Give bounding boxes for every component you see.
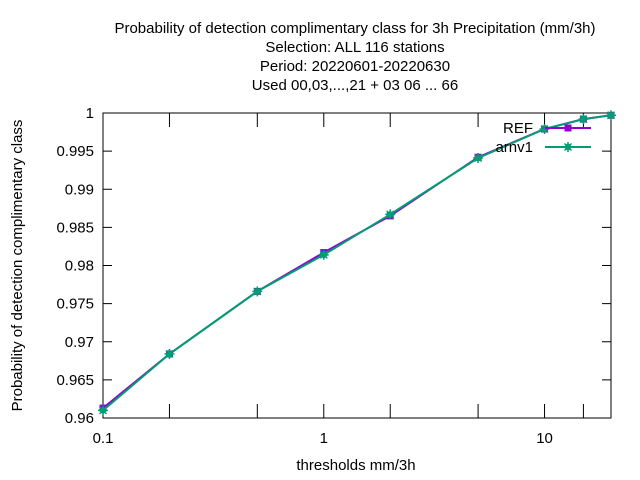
data-point — [164, 348, 175, 359]
y-axis-label: Probability of detection complimentary c… — [9, 120, 26, 412]
legend-marker — [564, 124, 572, 132]
y-tick-label: 0.975 — [56, 296, 94, 313]
data-point — [318, 249, 329, 260]
x-axis: 0.1 1 10 — [93, 113, 612, 447]
title-line-4: Used 00,03,...,21 + 03 06 ... 66 — [252, 77, 458, 94]
x-tick-label: 0.1 — [93, 430, 114, 447]
series-line — [102, 114, 612, 409]
legend: REF arnv1 — [495, 120, 591, 156]
y-tick-label: 1 — [86, 105, 94, 122]
series-line — [102, 114, 612, 412]
legend-label: arnv1 — [495, 139, 533, 156]
data-point — [473, 152, 484, 163]
data-point — [539, 124, 550, 135]
title-line-3: Period: 20220601-20220630 — [260, 58, 450, 75]
title-line-1: Probability of detection complimentary c… — [114, 20, 595, 37]
y-tick-label: 0.985 — [56, 219, 94, 236]
data-point — [606, 110, 616, 121]
y-tick-label: 0.98 — [65, 258, 94, 275]
title-line-2: Selection: ALL 116 stations — [265, 39, 444, 56]
data-point — [578, 114, 589, 125]
x-axis-label: thresholds mm/3h — [296, 457, 415, 474]
legend-marker — [563, 142, 573, 152]
x-tick-label: 10 — [536, 430, 553, 447]
x-tick-label: 1 — [320, 430, 328, 447]
plot-frame — [102, 112, 612, 419]
series-group — [98, 110, 616, 416]
data-point — [385, 209, 396, 220]
series-arnv1 — [98, 110, 616, 416]
y-tick-label: 0.995 — [56, 143, 94, 160]
y-tick-label: 0.97 — [65, 334, 94, 351]
y-tick-label: 0.96 — [65, 410, 94, 427]
y-tick-label: 0.965 — [56, 372, 94, 389]
y-axis: 0.96 0.965 0.97 0.975 0.98 0.985 0.99 0.995 1 — [56, 105, 611, 427]
data-point — [252, 286, 263, 297]
y-tick-label: 0.99 — [65, 181, 94, 198]
series-ref — [99, 111, 615, 412]
legend-label: REF — [503, 120, 533, 137]
chart-title: Probability of detection complimentary c… — [114, 20, 595, 94]
data-point — [98, 405, 108, 416]
